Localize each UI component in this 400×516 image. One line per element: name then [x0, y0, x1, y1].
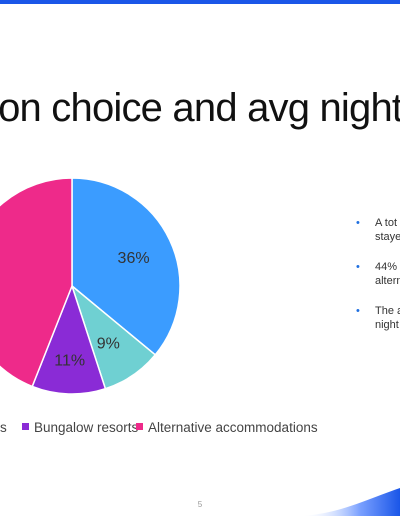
slide-title: ion choice and avg nights	[0, 86, 400, 130]
legend-item-alternative: Alternative accommodations	[136, 420, 318, 435]
top-accent-bar	[0, 0, 400, 4]
legend-item-bungalow: Bungalow resorts	[22, 420, 138, 435]
pie-data-label: 11%	[54, 352, 85, 369]
pie-slice	[31, 283, 107, 395]
bullet-dot: •	[356, 217, 360, 229]
legend-swatch-bungalow	[22, 423, 29, 430]
bullet-dot: •	[356, 305, 360, 317]
chart-legend: s Bungalow resorts Alternative accommoda…	[0, 420, 400, 436]
pie-slice	[0, 177, 73, 388]
pie-slice	[71, 177, 181, 356]
pie-chart: 36%9%11%%	[0, 177, 181, 395]
pie-data-label: 36%	[118, 250, 150, 267]
corner-accent-graphic	[300, 488, 400, 516]
bullet-text: A tot staye	[375, 217, 400, 243]
legend-swatch-alternative	[136, 423, 143, 430]
pie-data-label: 9%	[97, 336, 120, 353]
slide-title-container: ion choice and avg nights	[0, 86, 400, 136]
legend-item-partial: s	[0, 420, 7, 435]
legend-label-bungalow: Bungalow resorts	[34, 420, 139, 435]
legend-label-alternative: Alternative accommodations	[148, 420, 318, 435]
bullet-text: The anight	[375, 305, 400, 331]
legend-label-partial: s	[0, 420, 7, 435]
bullet-text: 44% altern	[375, 261, 400, 287]
bullet-dot: •	[356, 261, 360, 273]
page-number: 5	[197, 500, 203, 509]
